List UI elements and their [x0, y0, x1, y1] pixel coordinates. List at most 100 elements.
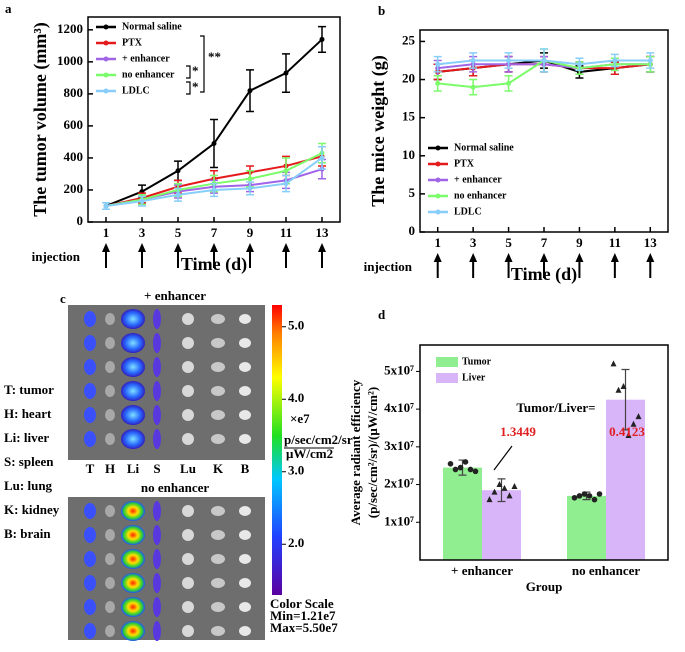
- organ: [153, 573, 161, 593]
- organ: [182, 433, 194, 445]
- y-tick-label: 0: [409, 223, 416, 238]
- y-tick-label: 1000: [57, 53, 83, 68]
- injection-arrowhead: [138, 243, 146, 252]
- legend-marker: [103, 88, 109, 94]
- legend-label: + enhancer: [122, 53, 170, 64]
- data-point: [103, 203, 109, 209]
- bar: [443, 467, 482, 560]
- colorbar-note: Max=5.50e7: [270, 620, 338, 635]
- organ: [182, 361, 194, 373]
- legend-label: Normal saline: [454, 142, 514, 153]
- significance: *: [192, 63, 199, 78]
- y-tick-label: 10: [402, 147, 415, 162]
- organ: [105, 433, 115, 445]
- y-tick-label: 200: [64, 181, 84, 196]
- organ: [239, 434, 251, 444]
- data-point: [139, 198, 145, 204]
- organ: [211, 314, 225, 324]
- sample-point: [596, 491, 603, 497]
- organ: [84, 431, 96, 447]
- x-tick-label: 9: [576, 235, 583, 250]
- organ: [121, 621, 145, 641]
- x-tick-label: 7: [211, 225, 218, 240]
- organ: [84, 359, 96, 375]
- organ: [121, 597, 145, 617]
- y-tick-label: 3x10⁷: [384, 438, 414, 453]
- sample-point: [576, 493, 583, 499]
- organ: [211, 362, 225, 372]
- organ: [84, 623, 96, 639]
- organ: [153, 429, 161, 449]
- x-tick-label: + enhancer: [451, 563, 513, 578]
- organ: [239, 578, 251, 588]
- legend-marker: [435, 177, 441, 183]
- y-axis-title: The mice weight (g): [368, 55, 389, 206]
- colorbar-unit-num: p/sec/cm2/sr: [284, 432, 353, 447]
- legend-label: Liver: [462, 372, 486, 383]
- organ: [211, 434, 225, 444]
- organ: [121, 381, 145, 401]
- legend-label: + enhancer: [454, 174, 502, 185]
- organ: [182, 385, 194, 397]
- x-tick-label: 11: [280, 225, 292, 240]
- x-tick-label: 3: [470, 235, 477, 250]
- organ: [211, 338, 225, 348]
- organ: [105, 625, 115, 637]
- sample-point: [635, 413, 642, 420]
- organ: [211, 602, 225, 612]
- organ: [121, 525, 145, 545]
- organ: [84, 311, 96, 327]
- y-tick-label: 15: [402, 109, 416, 124]
- injection-arrowhead: [174, 243, 182, 252]
- x-tick-label: no enhancer: [572, 563, 640, 578]
- y-axis-title: (p/sec/cm²/sr)/(μW/cm²): [365, 387, 380, 518]
- injection-arrowhead: [282, 243, 290, 252]
- sample-point: [506, 492, 513, 499]
- x-axis-title: Time (d): [181, 254, 247, 275]
- colorbar-tick-label: 3.0: [288, 463, 304, 478]
- data-point: [435, 80, 441, 86]
- sample-point: [452, 466, 459, 473]
- data-point: [247, 88, 253, 94]
- image-title: no enhancer: [141, 480, 209, 495]
- data-point: [211, 141, 217, 147]
- x-tick-label: 5: [175, 225, 182, 240]
- organ: [182, 601, 194, 613]
- sample-point: [472, 468, 479, 475]
- legend-marker: [435, 145, 441, 151]
- organ-key: K: kidney: [4, 502, 60, 517]
- x-tick-label: 11: [609, 235, 621, 250]
- organ: [153, 597, 161, 617]
- image-title: + enhancer: [144, 288, 206, 303]
- legend-label: PTX: [454, 158, 475, 169]
- organ: [105, 409, 115, 421]
- legend-marker: [435, 193, 441, 199]
- organ: [182, 529, 194, 541]
- data-point: [541, 57, 547, 63]
- x-axis-title: Time (d): [511, 264, 577, 285]
- organ: [239, 506, 251, 516]
- organ: [105, 601, 115, 613]
- sample-point: [581, 491, 588, 497]
- data-point: [175, 192, 181, 198]
- data-point: [506, 57, 512, 63]
- organ: [84, 407, 96, 423]
- organ: [211, 530, 225, 540]
- organ: [153, 501, 161, 521]
- injection-arrowhead: [540, 253, 548, 262]
- x-tick-label: 3: [139, 225, 146, 240]
- organ: [182, 553, 194, 565]
- organ: [153, 309, 161, 329]
- organ: [121, 549, 145, 569]
- x-tick-label: 1: [434, 235, 441, 250]
- x-tick-label: 1: [103, 225, 110, 240]
- organ: [153, 333, 161, 353]
- data-point: [211, 187, 217, 193]
- panel-label: b: [378, 3, 385, 18]
- column-label: H: [105, 461, 115, 476]
- sample-point: [462, 459, 469, 465]
- y-tick-label: 1200: [57, 21, 83, 36]
- organ: [121, 309, 145, 329]
